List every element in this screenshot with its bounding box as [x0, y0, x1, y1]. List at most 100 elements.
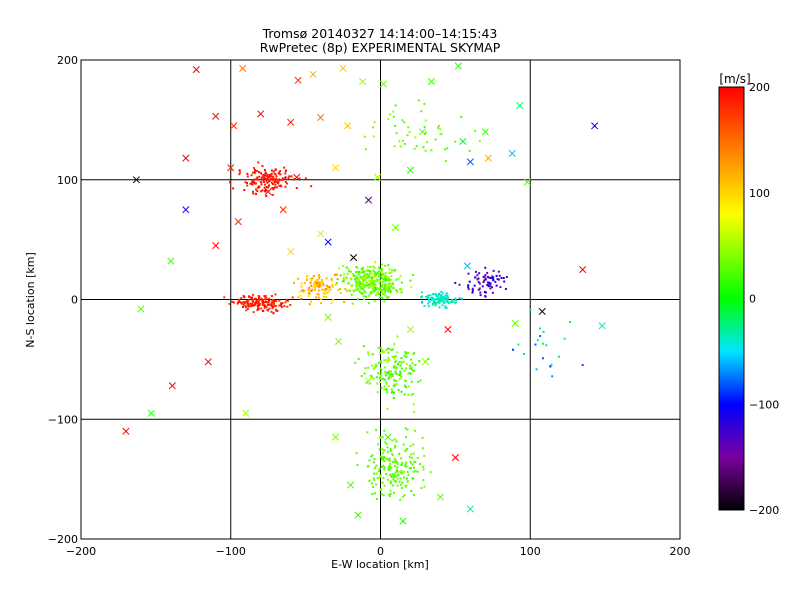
- data-point-dot: [502, 277, 505, 280]
- data-point-dot: [250, 298, 253, 301]
- data-point-dot: [399, 374, 402, 377]
- data-point-dot: [261, 165, 264, 168]
- data-point-dot: [389, 283, 392, 286]
- data-point-dot: [454, 301, 457, 304]
- data-point-dot: [415, 145, 418, 148]
- data-point-dot: [404, 463, 407, 466]
- y-tick-label: 100: [57, 174, 78, 187]
- data-point-dot: [236, 302, 239, 305]
- data-point-dot: [395, 366, 398, 369]
- data-point-cross: [324, 313, 332, 322]
- data-point-dot: [378, 448, 381, 451]
- data-point-dot: [405, 386, 408, 389]
- data-point-cross: [384, 433, 392, 441]
- data-point-dot: [309, 281, 312, 284]
- data-point-dot: [247, 298, 250, 301]
- data-point-dot: [372, 280, 375, 283]
- data-point-dot: [386, 279, 389, 282]
- data-point-dot: [400, 375, 403, 378]
- data-point-dot: [393, 391, 396, 394]
- data-point-dot: [458, 283, 461, 286]
- data-point-cross: [332, 433, 340, 441]
- data-point-dot: [440, 294, 443, 297]
- data-point-dot: [381, 452, 384, 455]
- data-point-cross: [463, 262, 471, 270]
- data-point-dot: [390, 391, 393, 394]
- data-point-dot: [434, 293, 437, 296]
- data-point-dot: [379, 436, 382, 439]
- data-point-dot: [307, 292, 310, 295]
- data-point-dot: [229, 181, 232, 184]
- data-point-dot: [505, 275, 508, 278]
- data-point-dot: [394, 444, 397, 447]
- data-point-dot: [261, 189, 264, 192]
- data-point-dot: [376, 382, 379, 385]
- data-point-dot: [388, 282, 391, 285]
- data-point-dot: [429, 294, 432, 297]
- data-point-dot: [400, 469, 403, 472]
- data-point-dot: [308, 286, 311, 289]
- data-point-dot: [385, 457, 388, 460]
- data-point-dot: [358, 284, 361, 287]
- data-point-dot: [322, 284, 325, 287]
- data-point-dot: [254, 192, 257, 195]
- data-point-cross: [466, 505, 474, 513]
- plot-frame: [80, 59, 681, 540]
- data-point-dot: [264, 183, 267, 186]
- data-point-dot: [370, 291, 373, 294]
- data-point-dot: [488, 276, 491, 279]
- data-point-cross: [309, 70, 317, 78]
- data-point-dot: [460, 297, 463, 300]
- data-point-dot: [390, 376, 393, 379]
- data-point-dot: [478, 282, 481, 285]
- data-point-dot: [360, 268, 363, 271]
- data-point-dot: [387, 385, 390, 388]
- data-point-dot: [292, 281, 295, 284]
- data-point-dot: [427, 294, 430, 297]
- data-point-dot: [393, 357, 396, 360]
- data-point-dot: [364, 291, 367, 294]
- data-point-dot: [393, 446, 396, 449]
- data-point-dot: [445, 306, 448, 309]
- data-point-dot: [378, 293, 381, 296]
- data-point-dot: [412, 273, 415, 276]
- data-point-dot: [437, 301, 440, 304]
- data-point-dot: [481, 285, 484, 288]
- data-point-dot: [488, 283, 491, 286]
- data-point-dot: [268, 174, 271, 177]
- data-point-dot: [254, 303, 257, 306]
- data-point-dot: [321, 281, 324, 284]
- data-point-dot: [254, 171, 257, 174]
- data-point-dot: [393, 343, 396, 346]
- data-point-dot: [377, 271, 380, 274]
- data-point-dot: [249, 182, 252, 185]
- data-point-dot: [372, 265, 375, 268]
- data-point-dot: [372, 377, 375, 380]
- data-point-dot: [383, 292, 386, 295]
- data-point-dot: [297, 295, 300, 298]
- data-point-dot: [396, 335, 399, 338]
- data-point-dot: [383, 378, 386, 381]
- data-point-dot: [284, 172, 287, 175]
- data-point-dot: [393, 366, 396, 369]
- data-point-dot: [437, 124, 440, 127]
- data-point-dot: [384, 278, 387, 281]
- data-point-cross: [391, 224, 400, 232]
- x-tick-label: −200: [66, 545, 96, 558]
- data-point-dot: [392, 115, 395, 118]
- data-point-dot: [336, 273, 339, 276]
- data-point-dot: [352, 273, 355, 276]
- data-point-dot: [409, 460, 412, 463]
- data-point-dot: [361, 278, 364, 281]
- data-point-dot: [404, 427, 407, 430]
- data-point-dot: [482, 281, 485, 284]
- data-point-dot: [413, 494, 416, 497]
- data-point-dot: [270, 181, 273, 184]
- data-point-dot: [363, 135, 366, 138]
- data-point-cross: [591, 122, 599, 130]
- data-point-dot: [385, 472, 388, 475]
- data-point-cross: [182, 206, 190, 214]
- data-point-dot: [392, 484, 395, 487]
- data-point-cross: [451, 454, 459, 462]
- data-point-dot: [316, 279, 319, 282]
